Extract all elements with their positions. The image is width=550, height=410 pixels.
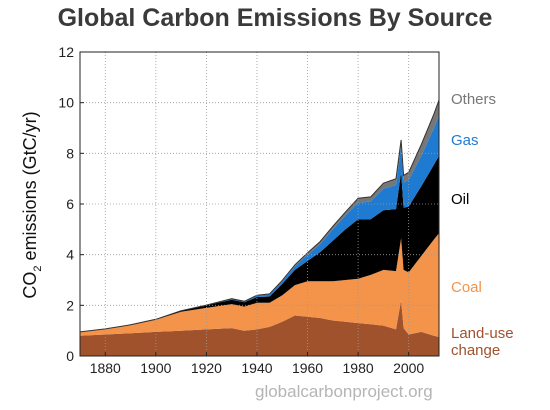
- series-label: Gas: [451, 132, 479, 149]
- series-label: Coal: [451, 279, 482, 296]
- area-series-2: [80, 155, 439, 332]
- x-tick-label: 1880: [90, 360, 121, 376]
- x-tick-label: 1940: [241, 360, 272, 376]
- x-tick-label: 1900: [140, 360, 171, 376]
- x-tick-label: 1980: [343, 360, 374, 376]
- series-labels: Land-use change Coal Oil Gas Others: [451, 91, 518, 359]
- y-tick-label: 2: [66, 297, 74, 313]
- y-tick-label: 6: [66, 196, 74, 212]
- y-tick-label: 0: [66, 348, 74, 364]
- y-axis-ticks: 0 2 4 6 8 10 12: [58, 44, 84, 364]
- series-label: Others: [451, 91, 496, 108]
- x-tick-label: 1920: [191, 360, 222, 376]
- area-series-1: [80, 233, 439, 337]
- source-note: globalcarbonproject.org: [255, 382, 433, 401]
- y-tick-label: 4: [66, 247, 74, 263]
- x-tick-label: 2000: [393, 360, 424, 376]
- stack-top-outline: [79, 99, 440, 333]
- series-label: Oil: [451, 191, 469, 208]
- x-tick-label: 1960: [292, 360, 323, 376]
- stacked-areas: [79, 99, 440, 356]
- series-label: Land-use change: [451, 325, 518, 359]
- y-tick-label: 8: [66, 145, 74, 161]
- y-tick-label: 10: [58, 95, 74, 111]
- chart-title: Global Carbon Emissions By Source: [57, 4, 493, 32]
- series-label-line: change: [451, 342, 500, 359]
- area-series-0: [80, 300, 439, 356]
- series-label-line: Land-use: [451, 325, 518, 342]
- y-tick-label: 12: [58, 44, 74, 60]
- x-axis-ticks: 1880 1900 1920 1940 1960 1980 2000: [90, 352, 424, 376]
